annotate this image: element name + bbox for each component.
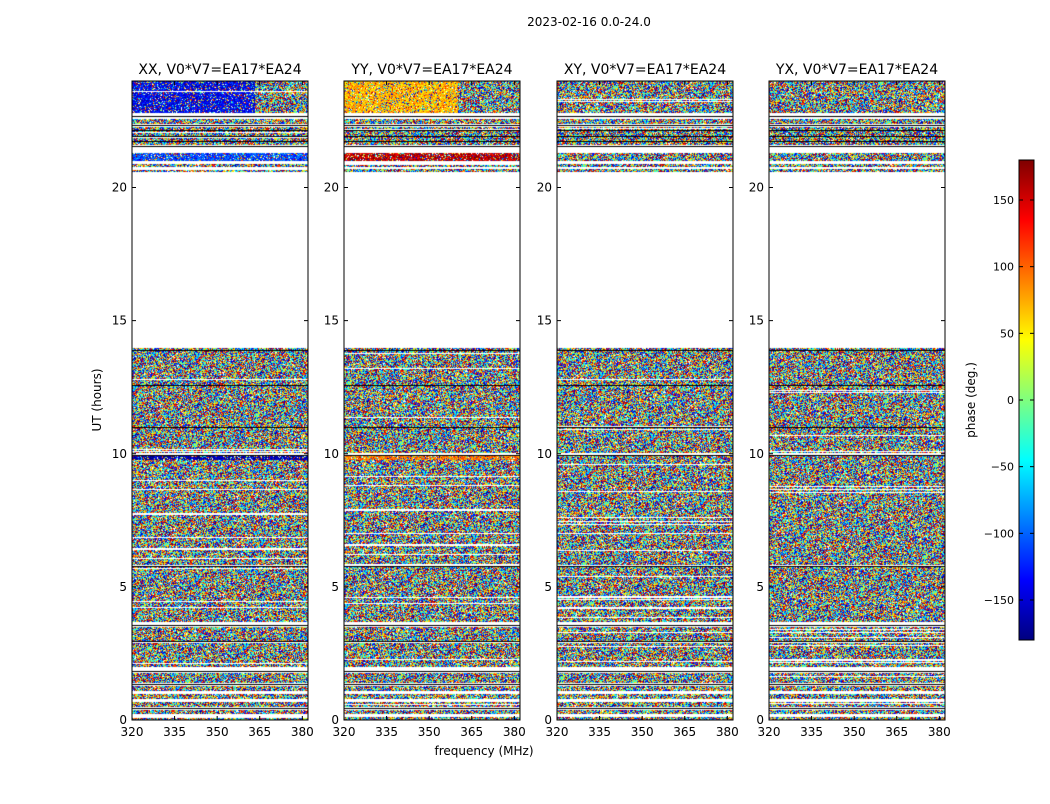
x-tick-label: 380: [928, 725, 951, 739]
y-tick-label: 15: [537, 314, 552, 328]
panel-frame: [131, 80, 309, 721]
colorbar-tick-label: 50: [1000, 327, 1014, 340]
colorbar-tick-label: 0: [1007, 394, 1014, 407]
heatmap-yy: [344, 81, 520, 720]
y-tick-label: 10: [324, 447, 339, 461]
y-tick-label: 5: [331, 580, 339, 594]
colorbar-tick-label: 150: [993, 194, 1014, 207]
y-tick-label: 10: [112, 447, 127, 461]
panel-frame: [768, 80, 946, 721]
x-tick-label: 365: [460, 725, 483, 739]
panel-xy: XY, V0*V7=EA17*EA24 320 335 350 365 380 0 5 10 15…: [537, 62, 739, 739]
colorbar-tick-label: −100: [984, 527, 1014, 540]
y-tick-label: 20: [749, 181, 764, 195]
panel-yx: YX, V0*V7=EA17*EA24 320 335 350 365 380 0 5 10 15…: [749, 62, 951, 739]
x-tick-label: 365: [673, 725, 696, 739]
x-tick-label: 335: [588, 725, 611, 739]
heatmap-yx: [769, 81, 945, 720]
heatmap-xy: [557, 81, 733, 720]
y-tick-label: 0: [756, 713, 764, 727]
y-tick-label: 20: [324, 181, 339, 195]
x-tick-label: 335: [375, 725, 398, 739]
panel-frame: [556, 80, 734, 721]
y-tick-label: 15: [749, 314, 764, 328]
x-tick-label: 320: [333, 725, 356, 739]
x-tick-label: 380: [716, 725, 739, 739]
x-tick-label: 335: [800, 725, 823, 739]
panel-title: XY, V0*V7=EA17*EA24: [564, 62, 726, 78]
heatmap-xx: [132, 81, 308, 720]
x-tick-label: 365: [885, 725, 908, 739]
y-tick-label: 20: [112, 181, 127, 195]
y-tick-label: 5: [544, 580, 552, 594]
x-tick-label: 320: [546, 725, 569, 739]
panel-title: YX, V0*V7=EA17*EA24: [775, 62, 938, 78]
colorbar-label: phase (deg.): [964, 362, 978, 438]
x-tick-label: 335: [163, 725, 186, 739]
y-tick-label: 15: [112, 314, 127, 328]
y-tick-label: 10: [749, 447, 764, 461]
y-tick-label: 5: [119, 580, 127, 594]
x-tick-label: 365: [248, 725, 271, 739]
y-tick-label: 0: [544, 713, 552, 727]
x-tick-label: 350: [418, 725, 441, 739]
x-tick-label: 350: [206, 725, 229, 739]
panel-title: XX, V0*V7=EA17*EA24: [138, 62, 301, 78]
panel-frame: [343, 80, 521, 721]
y-tick-label: 0: [331, 713, 339, 727]
panels-group: XX, V0*V7=EA17*EA24 320 335 350 365 380 0 5 10 15…: [112, 62, 951, 739]
colorbar-tick-label: −150: [984, 594, 1014, 607]
x-tick-label: 320: [758, 725, 781, 739]
y-axis-label: UT (hours): [90, 368, 104, 431]
y-tick-label: 5: [756, 580, 764, 594]
x-axis-label: frequency (MHz): [434, 744, 533, 758]
colorbar-tick-label: 100: [993, 261, 1014, 274]
x-tick-label: 350: [843, 725, 866, 739]
x-tick-label: 380: [291, 725, 314, 739]
x-tick-label: 380: [503, 725, 526, 739]
colorbar-tick-label: −50: [991, 461, 1014, 474]
y-tick-label: 20: [537, 181, 552, 195]
x-tick-label: 350: [631, 725, 654, 739]
panel-title: YY, V0*V7=EA17*EA24: [350, 62, 512, 78]
colorbar: phase (deg.) −150 −100 −50 0 50 100 150: [964, 159, 1035, 641]
x-tick-label: 320: [121, 725, 144, 739]
figure-suptitle: 2023-02-16 0.0-24.0: [527, 15, 651, 29]
y-tick-label: 0: [119, 713, 127, 727]
panel-yy: YY, V0*V7=EA17*EA24 320 335 350 365 380 0 5 10 15…: [324, 62, 526, 739]
panel-xx: XX, V0*V7=EA17*EA24 320 335 350 365 380 0 5 10 15…: [112, 62, 314, 739]
y-tick-label: 10: [537, 447, 552, 461]
y-tick-label: 15: [324, 314, 339, 328]
